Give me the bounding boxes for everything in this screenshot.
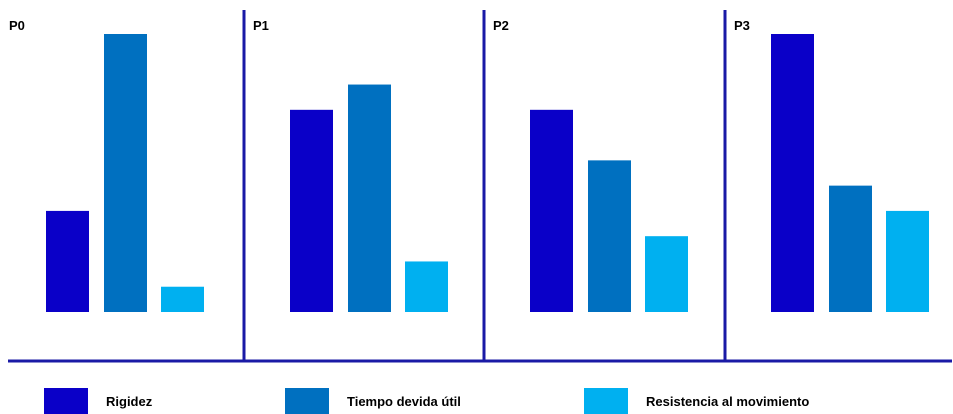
legend-item-resistencia: Resistencia al movimiento — [584, 388, 809, 414]
bar-p0-series-2 — [161, 286, 204, 312]
bar-p2-series-2 — [645, 236, 688, 312]
legend-item-rigidez: Rigidez — [44, 388, 152, 414]
bar-p1-series-1 — [348, 84, 391, 312]
bar-p3-series-0 — [771, 34, 814, 312]
panel-label-p1: P1 — [253, 18, 269, 33]
legend-swatch-resistencia — [584, 388, 628, 414]
bar-p2-series-1 — [588, 160, 631, 312]
bar-p1-series-2 — [405, 261, 448, 312]
bar-p0-series-1 — [104, 34, 147, 312]
bar-p3-series-2 — [886, 210, 929, 312]
legend-swatch-rigidez — [44, 388, 88, 414]
panel-label-p3: P3 — [734, 18, 750, 33]
legend-swatch-tiempo — [285, 388, 329, 414]
legend-item-tiempo: Tiempo devida útil — [285, 388, 461, 414]
panel-label-p2: P2 — [493, 18, 509, 33]
bar-p3-series-1 — [829, 185, 872, 312]
bar-p1-series-0 — [290, 109, 333, 313]
panel-label-p0: P0 — [9, 18, 25, 33]
legend: Rigidez Tiempo devida útil Resistencia a… — [0, 388, 953, 414]
legend-label-resistencia: Resistencia al movimiento — [646, 393, 810, 409]
bar-p2-series-0 — [530, 109, 573, 313]
legend-label-tiempo: Tiempo devida útil — [347, 393, 461, 409]
legend-label-rigidez: Rigidez — [106, 393, 153, 409]
bar-p0-series-0 — [46, 210, 89, 312]
